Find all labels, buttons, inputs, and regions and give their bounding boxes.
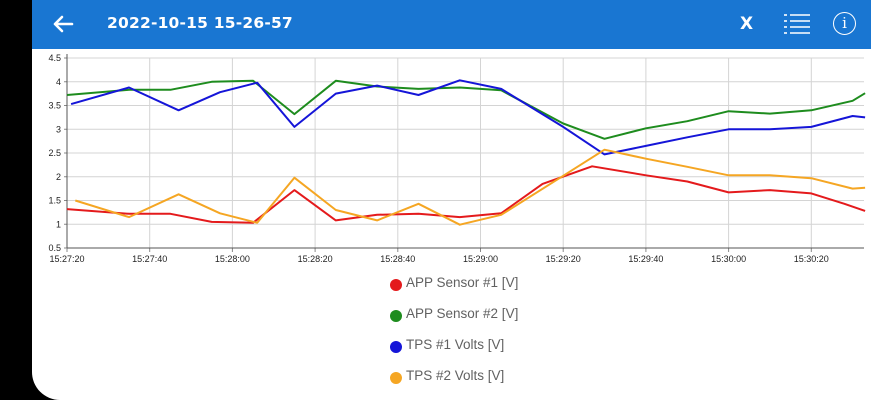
x-tick-label: 15:30:00	[711, 254, 746, 264]
x-tick-label: 15:28:20	[298, 254, 333, 264]
x-tick-label: 15:29:00	[463, 254, 498, 264]
series-line-3	[70, 79, 866, 156]
series-line-1	[67, 165, 866, 224]
series-line-4	[75, 148, 866, 226]
legend-dot-icon	[390, 310, 402, 322]
y-tick-label: 0.5	[48, 243, 61, 253]
y-tick-label: 1	[56, 219, 61, 229]
x-tick-label: 15:27:20	[49, 254, 84, 264]
legend-label: APP Sensor #1 [V]	[406, 275, 519, 290]
legend-dot-icon	[390, 372, 402, 384]
legend-label: TPS #1 Volts [V]	[406, 337, 505, 352]
y-tick-label: 4.5	[48, 53, 61, 63]
x-tick-label: 15:28:00	[215, 254, 250, 264]
legend-dot-icon	[390, 341, 402, 353]
y-tick-label: 2.5	[48, 148, 61, 158]
legend-label: APP Sensor #2 [V]	[406, 306, 519, 321]
x-tick-label: 15:27:40	[132, 254, 167, 264]
legend-label: TPS #2 Volts [V]	[406, 368, 505, 383]
x-tick-label: 15:28:40	[380, 254, 415, 264]
close-button[interactable]: X	[740, 14, 754, 34]
y-tick-label: 4	[56, 77, 61, 87]
list-button[interactable]	[783, 12, 811, 36]
y-tick-label: 3	[56, 124, 61, 134]
list-icon	[784, 14, 810, 34]
x-tick-label: 15:29:40	[628, 254, 663, 264]
arrow-left-icon	[53, 15, 74, 33]
y-tick-label: 3.5	[48, 101, 61, 111]
x-tick-label: 15:29:20	[546, 254, 581, 264]
legend-dot-icon	[390, 279, 402, 291]
series-line-2	[67, 79, 866, 140]
page-title: 2022-10-15 15-26-57	[107, 14, 293, 32]
y-tick-label: 2	[56, 172, 61, 182]
chart-area: 0.5 1 1.5 2 2.5 3 3.5 4 4.5 15:27:20 15:27:40 15:28…	[32, 49, 871, 271]
app-screen: 2022-10-15 15-26-57 X i 0.5 1 1.5 2 2.5 3 3.5 4…	[32, 0, 871, 400]
back-button[interactable]	[48, 9, 78, 39]
app-bar: 2022-10-15 15-26-57 X i	[32, 0, 871, 49]
info-icon: i	[842, 14, 847, 32]
line-chart: 0.5 1 1.5 2 2.5 3 3.5 4 4.5 15:27:20 15:27:40 15:28…	[48, 53, 866, 264]
info-button[interactable]: i	[833, 12, 856, 35]
y-tick-label: 1.5	[48, 196, 61, 206]
x-tick-label: 15:30:20	[794, 254, 829, 264]
